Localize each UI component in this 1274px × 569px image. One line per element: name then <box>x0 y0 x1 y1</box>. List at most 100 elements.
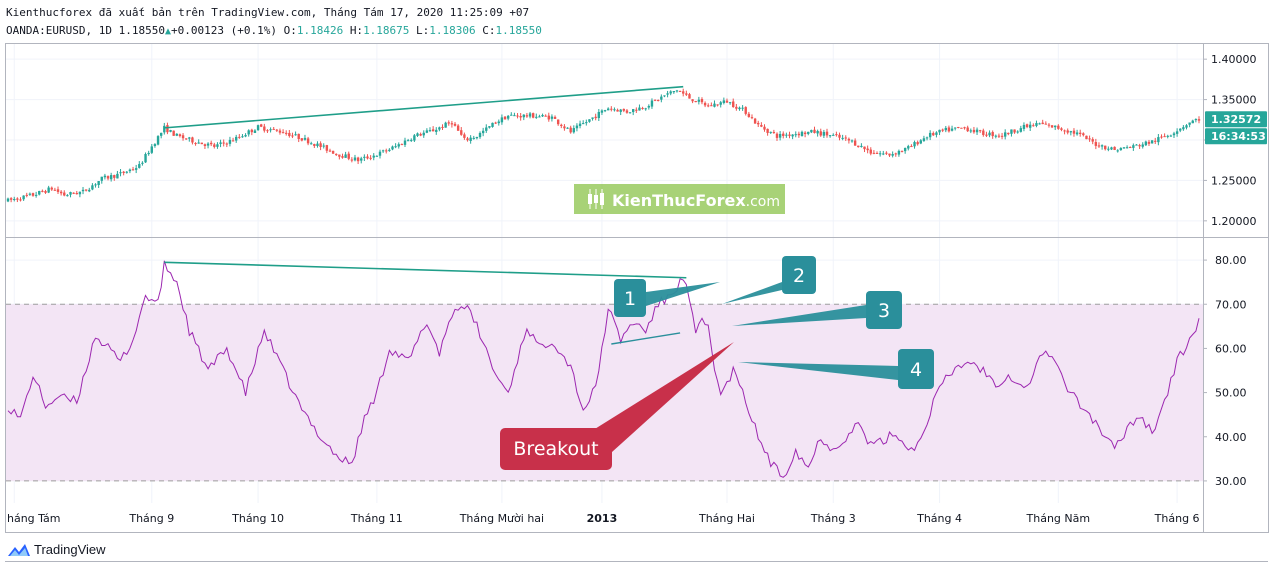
candle-body <box>478 133 482 138</box>
candle-body <box>1144 141 1148 146</box>
candle-body <box>38 190 41 195</box>
candle-body <box>969 130 973 132</box>
rsi-axis[interactable]: 80.00 70.00 60.00 50.00 40.00 30.00 <box>1203 254 1247 488</box>
candle-body <box>1097 145 1101 147</box>
candle-body <box>1057 125 1060 129</box>
candle-body <box>416 133 419 136</box>
candle-body <box>1025 124 1029 128</box>
candle-body <box>897 150 901 155</box>
time-tick-label: háng Tám <box>7 512 61 525</box>
candle-body <box>944 127 947 131</box>
tradingview-logo-icon <box>8 543 30 556</box>
symbol-label[interactable]: OANDA:EURUSD, 1D <box>6 24 112 37</box>
candle-body <box>757 122 760 125</box>
candle-body <box>997 135 1001 137</box>
candle-body <box>1022 124 1026 129</box>
candle-body <box>397 144 400 147</box>
candle-body <box>163 125 166 133</box>
candle-body <box>403 140 407 145</box>
candle-body <box>184 138 188 140</box>
candle-body <box>300 138 304 141</box>
time-axis[interactable]: háng Tám Tháng 9 Tháng 10 Tháng 11 Tháng Mườ… <box>7 512 1200 525</box>
candle-body <box>447 122 450 124</box>
candle-body <box>988 132 991 136</box>
candle-body <box>800 131 804 137</box>
time-tick-label: Tháng 4 <box>916 512 962 525</box>
candle-body <box>506 115 510 119</box>
candle-body <box>553 116 557 119</box>
candle-body <box>1163 136 1166 138</box>
candle-body <box>113 175 116 178</box>
candle-body <box>272 128 275 130</box>
last-price: 1.18550 <box>118 24 165 37</box>
candle-body <box>766 128 769 133</box>
candle-body <box>306 138 310 144</box>
pane-frame <box>5 43 1269 562</box>
candle-body <box>1044 123 1048 125</box>
candle-body <box>1010 129 1013 134</box>
change-value: +0.00123 (+0.1%) <box>170 24 277 37</box>
candle-body <box>666 93 669 95</box>
candle-body <box>903 147 907 152</box>
candle-body <box>816 130 819 134</box>
candle-body <box>109 175 113 180</box>
candle-body <box>281 132 285 134</box>
candle-body <box>47 187 50 193</box>
price-tick-label: 1.35000 <box>1211 94 1257 107</box>
candle-body <box>106 176 110 179</box>
price-trendline <box>164 85 684 129</box>
candle-body <box>1066 130 1069 133</box>
candle-body <box>872 152 876 154</box>
candle-body <box>438 127 441 130</box>
candle-body <box>957 126 960 128</box>
tradingview-footer[interactable]: TradingView <box>8 542 106 557</box>
candle-body <box>372 155 375 158</box>
candle-body <box>50 187 53 190</box>
candle-body <box>1038 123 1041 125</box>
candle-body <box>9 198 13 200</box>
candle-body <box>53 189 57 191</box>
candle-body <box>141 162 144 164</box>
watermark-box <box>574 184 785 214</box>
candle-body <box>847 138 851 141</box>
candle-body <box>982 130 985 135</box>
candle-body <box>1082 133 1085 136</box>
candle-body <box>353 157 357 161</box>
rsi-tick-label: 30.00 <box>1215 475 1247 488</box>
callout-box <box>898 349 934 389</box>
candle-body <box>285 132 288 134</box>
candle-body <box>832 134 835 136</box>
candle-body <box>878 153 882 155</box>
candle-body <box>1132 145 1135 148</box>
countdown-tag <box>1205 128 1267 145</box>
candle-body <box>494 122 497 124</box>
candle-body <box>716 104 719 106</box>
candle-body <box>888 153 891 156</box>
time-tick-label: Tháng 6 <box>1154 512 1200 525</box>
candle-body <box>488 126 491 128</box>
candle-body <box>978 130 982 132</box>
breakout-pointer <box>590 342 734 452</box>
candle-body <box>1007 132 1010 135</box>
candle-body <box>1116 150 1119 152</box>
callout-box <box>614 279 646 317</box>
candle-body <box>682 91 685 94</box>
candle-body <box>825 131 829 136</box>
candle-body <box>735 106 738 109</box>
candle-body <box>663 95 666 97</box>
candle-body <box>410 139 413 141</box>
candle-body <box>916 142 919 145</box>
candle-body <box>778 133 782 138</box>
candle-body <box>1000 135 1004 137</box>
candle-body <box>138 164 141 168</box>
candle-body <box>797 133 801 136</box>
candle-body <box>78 191 82 195</box>
price-axis[interactable]: 1.400001.350001.300001.250001.200001.325… <box>1203 53 1267 228</box>
candle-body <box>1100 145 1104 147</box>
candle-body <box>360 158 363 161</box>
candle-body <box>444 122 447 128</box>
candle-body <box>653 99 657 101</box>
candle-body <box>585 122 588 124</box>
candle-body <box>1150 140 1154 144</box>
